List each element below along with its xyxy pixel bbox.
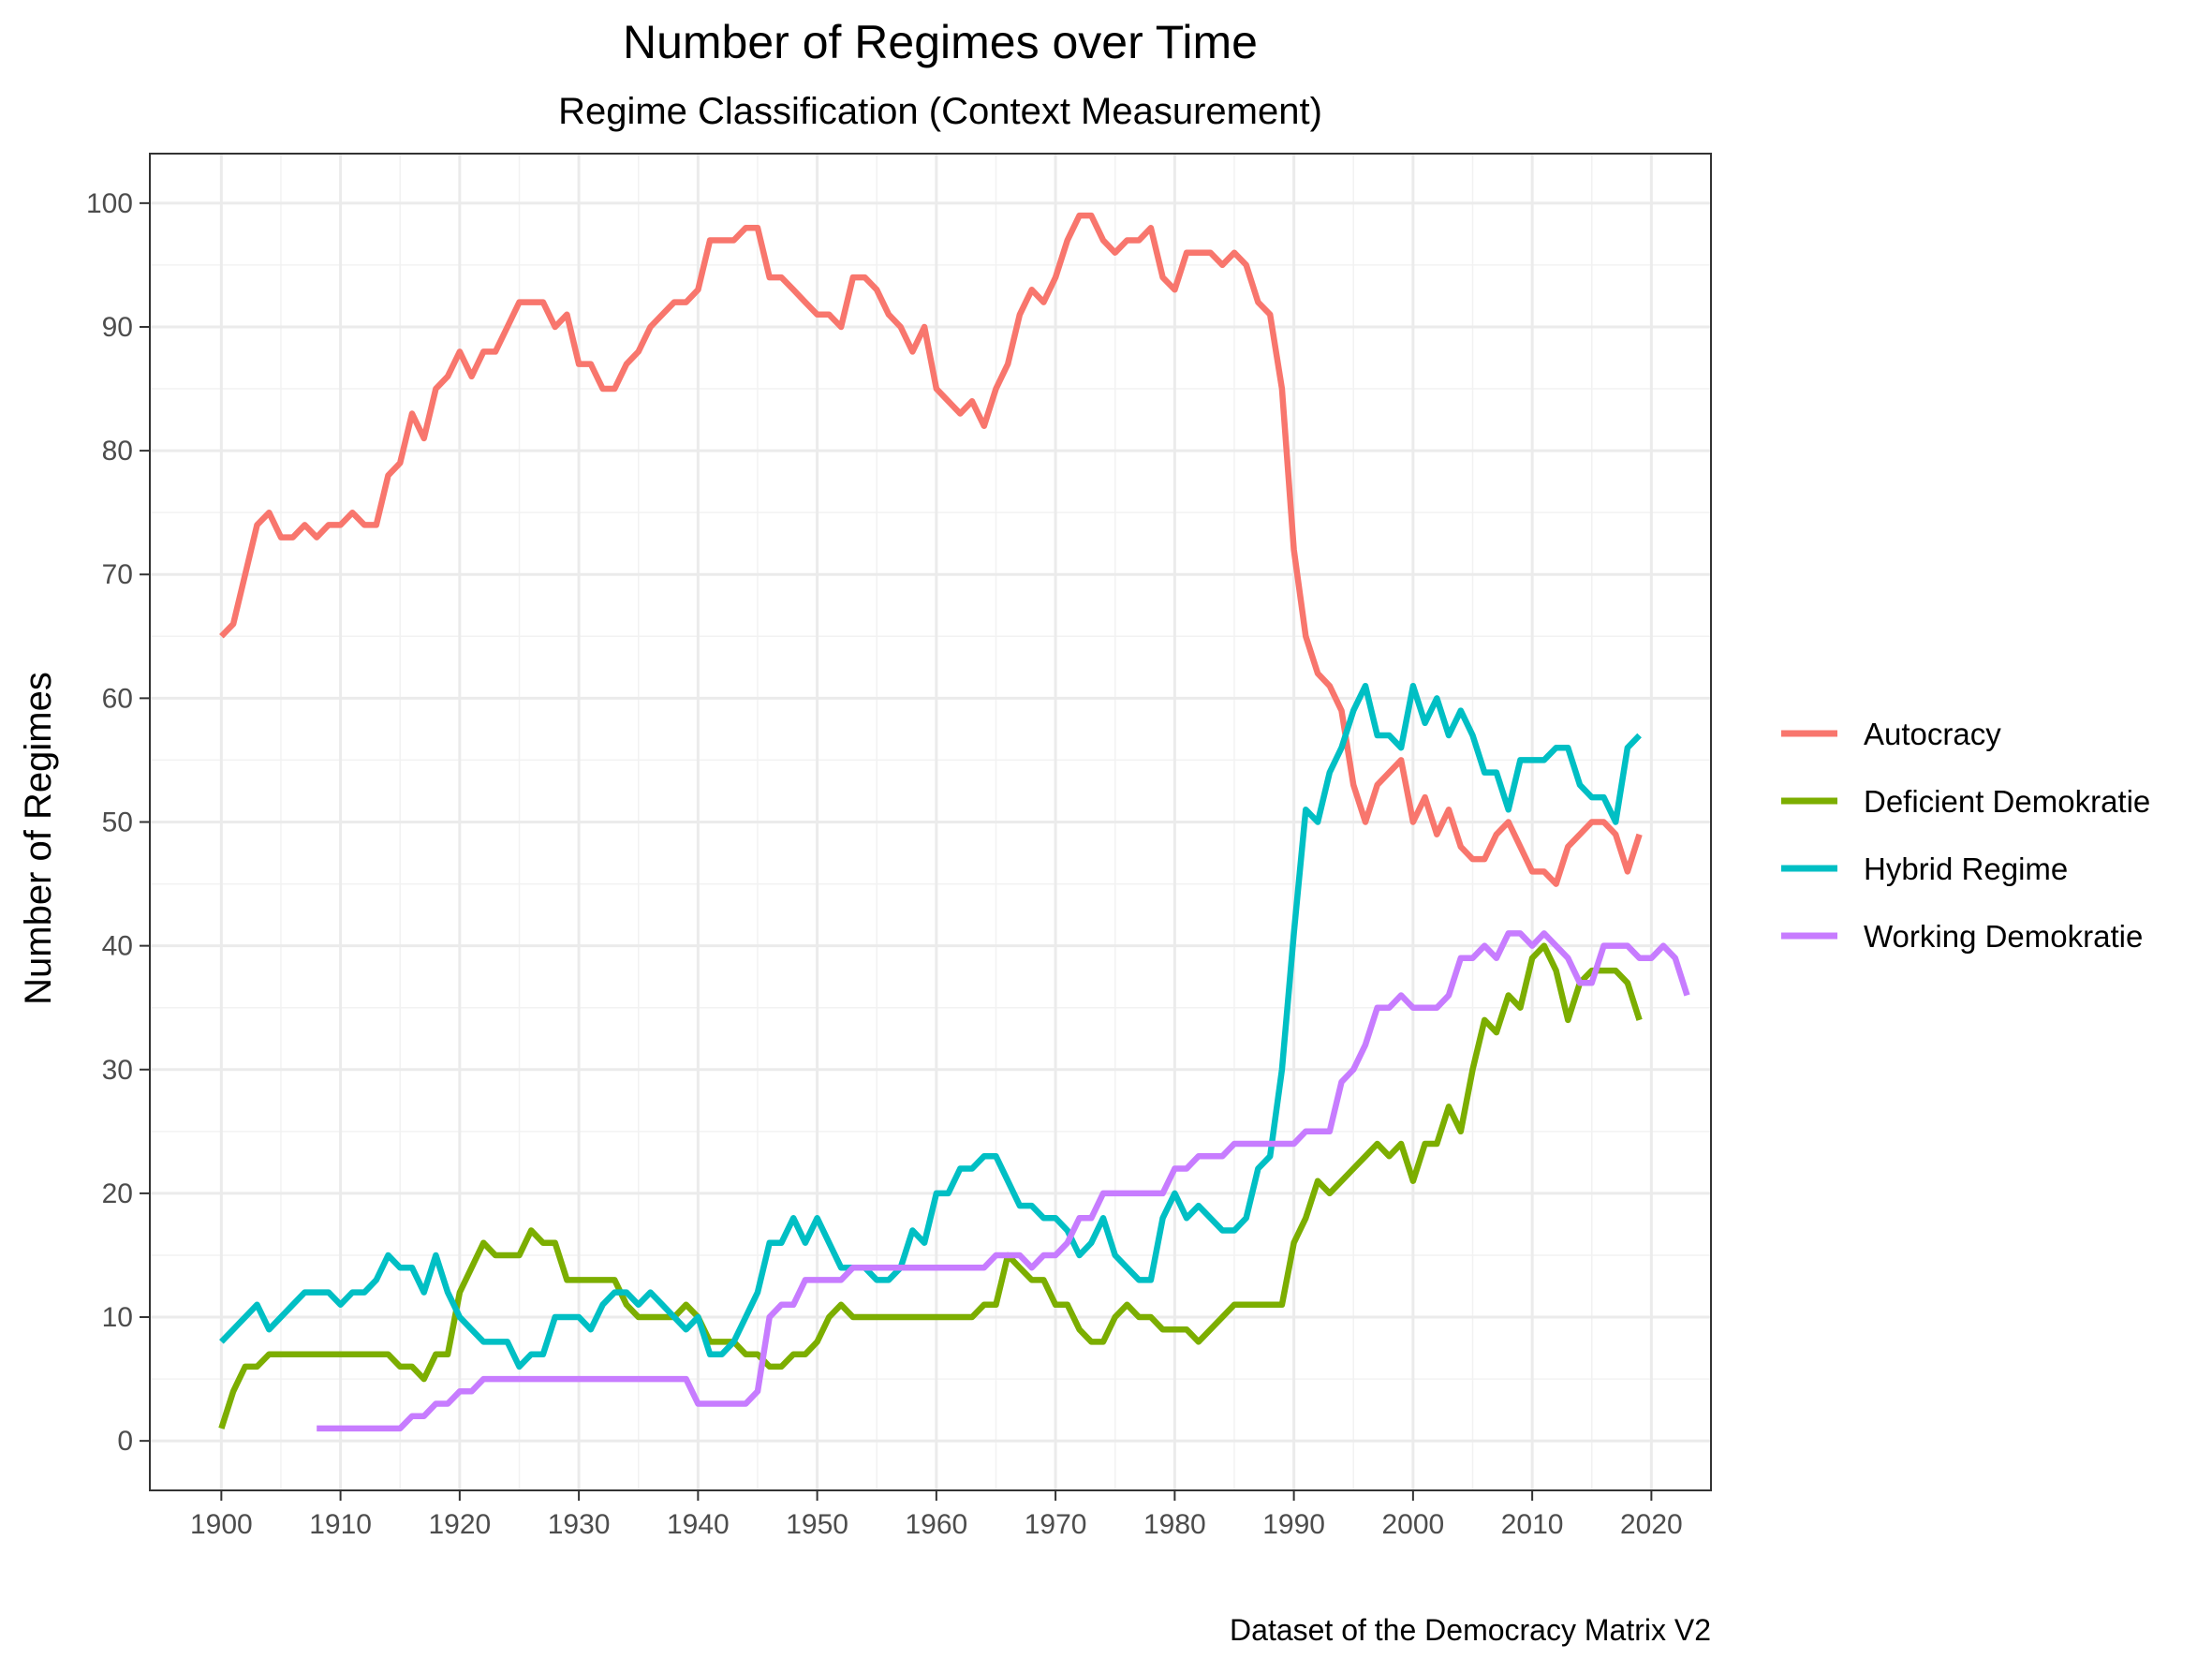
legend-item-deficient-demokratie: Deficient Demokratie xyxy=(1781,784,2150,819)
series-line-hybrid-regime xyxy=(219,682,1642,1370)
y-tick-label: 20 xyxy=(102,1178,133,1209)
legend-label: Deficient Demokratie xyxy=(1864,784,2150,819)
legend-label: Autocracy xyxy=(1864,717,2001,751)
x-tick-label: 2000 xyxy=(1381,1509,1444,1540)
x-tick-label: 1910 xyxy=(309,1509,372,1540)
x-tick-label: 1980 xyxy=(1143,1509,1206,1540)
series-line-autocracy xyxy=(219,212,1643,887)
chart-title: Number of Regimes over Time xyxy=(623,16,1258,68)
y-tick-label: 10 xyxy=(102,1302,133,1333)
y-tick-label: 100 xyxy=(86,188,133,219)
x-tick-label: 1920 xyxy=(428,1509,491,1540)
y-tick-label: 70 xyxy=(102,559,133,590)
x-tick-label: 1940 xyxy=(667,1509,730,1540)
x-tick-label: 1990 xyxy=(1262,1509,1325,1540)
chart-caption: Dataset of the Democracy Matrix V2 xyxy=(1230,1613,1711,1647)
y-tick-label: 60 xyxy=(102,683,133,714)
series-line-deficient-demokratie xyxy=(218,942,1643,1429)
legend-item-hybrid-regime: Hybrid Regime xyxy=(1781,852,2068,886)
x-axis: 1900 1910 1920 1930 1940 1950 1960 1970 1980 1990… xyxy=(190,1490,1683,1540)
series-line-working-demokratie xyxy=(317,930,1690,1432)
legend-label: Working Demokratie xyxy=(1864,919,2143,954)
legend-label: Hybrid Regime xyxy=(1864,852,2068,886)
x-tick-label: 1950 xyxy=(786,1509,848,1540)
y-tick-label: 30 xyxy=(102,1055,133,1086)
x-tick-label: 1970 xyxy=(1025,1509,1087,1540)
legend-item-autocracy: Autocracy xyxy=(1781,717,2001,751)
y-tick-label: 80 xyxy=(102,436,133,467)
legend: Autocracy Deficient Demokratie Hybrid Regi… xyxy=(1781,717,2150,954)
x-tick-label: 2010 xyxy=(1501,1509,1564,1540)
plot-panel xyxy=(149,153,1712,1491)
x-tick-label: 1930 xyxy=(548,1509,611,1540)
major-gridlines xyxy=(150,154,1711,1490)
y-tick-label: 90 xyxy=(102,312,133,343)
legend-item-working-demokratie: Working Demokratie xyxy=(1781,919,2143,954)
y-axis-label: Number of Regimes xyxy=(18,672,59,1005)
y-axis: 0 10 20 30 40 50 60 70 80 90 100 xyxy=(86,188,150,1457)
x-tick-label: 1900 xyxy=(190,1509,253,1540)
chart-subtitle: Regime Classification (Context Measureme… xyxy=(558,91,1322,132)
x-tick-label: 1960 xyxy=(905,1509,967,1540)
series-lines xyxy=(218,212,1690,1432)
y-tick-label: 0 xyxy=(117,1426,133,1457)
y-tick-label: 50 xyxy=(102,807,133,838)
y-tick-label: 40 xyxy=(102,931,133,962)
x-tick-label: 2020 xyxy=(1620,1509,1683,1540)
